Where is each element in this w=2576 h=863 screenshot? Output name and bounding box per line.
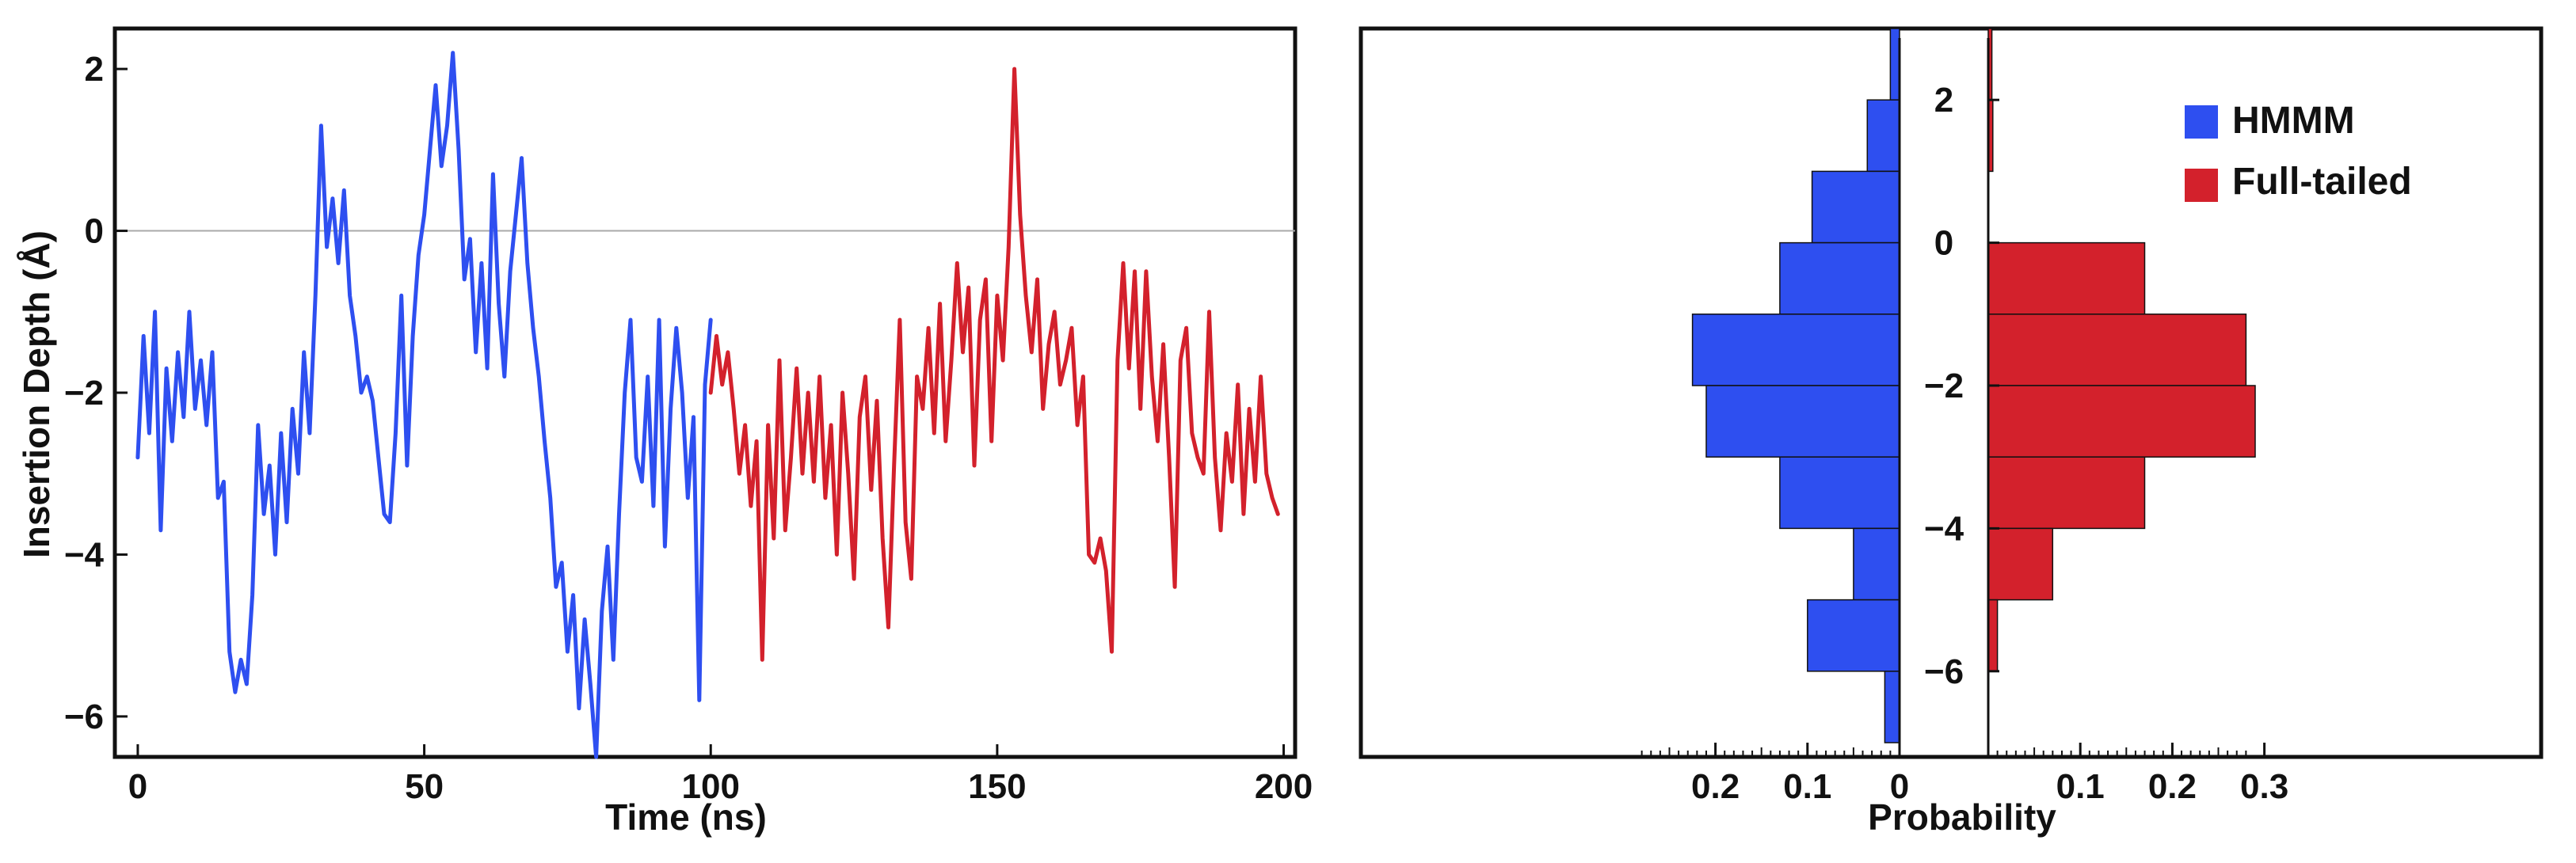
probability-axis-ticks: 0.2 0.1 0 0.1 0.2 0.3 xyxy=(1640,743,2288,806)
probability-tick-label: 0 xyxy=(1890,767,1909,806)
y-axis-label: Insertion Depth (Å) xyxy=(16,230,57,558)
y-tick-label: −4 xyxy=(64,535,105,574)
histogram-bar-hmmm xyxy=(1866,99,1900,173)
probability-axis-label: Probability xyxy=(1868,796,2056,838)
histogram-panel: 0.2 0.1 0 0.1 0.2 0.3 2 0 −2 −4 −6 Probability HM… xyxy=(1358,26,2544,838)
y-tick-label: 0 xyxy=(85,212,104,251)
histogram-frame xyxy=(1358,26,2544,759)
insertion-depth-ticks: 2 0 −2 −4 −6 xyxy=(1924,81,1999,691)
histogram-bar-hmmm xyxy=(1853,527,1900,601)
histogram-bar-full-tailed xyxy=(1987,599,1999,672)
x-axis-label: Time (ns) xyxy=(605,796,767,838)
probability-tick-label: 0.3 xyxy=(2240,767,2288,806)
histogram-bar-hmmm xyxy=(1811,170,1900,244)
y-tick-label: 2 xyxy=(85,50,104,89)
series-line-0 xyxy=(135,51,713,759)
x-tick-label: 200 xyxy=(1255,767,1313,806)
histogram-bar-full-tailed xyxy=(1987,527,2054,601)
x-tick-label: 0 xyxy=(128,767,147,806)
legend-swatch-full-tailed xyxy=(2185,169,2218,202)
histogram-bar-hmmm xyxy=(1807,599,1900,672)
y-axis-ticks: −6 −4 −2 0 2 xyxy=(64,50,128,736)
histogram-bar-full-tailed xyxy=(1987,456,2146,530)
histogram-bars xyxy=(1691,28,2256,743)
time-series-panel: 0 50 100 150 200 −6 −4 −2 0 2 Time (ns) Insertio… xyxy=(16,26,1313,838)
y-tick-label: −6 xyxy=(64,698,104,736)
probability-tick-label: 0.2 xyxy=(1691,767,1740,806)
histogram-bar-full-tailed xyxy=(1987,385,2256,458)
depth-tick-label: −6 xyxy=(1924,652,1964,691)
legend-label-hmmm: HMMM xyxy=(2232,100,2355,142)
histogram-bar-hmmm xyxy=(1779,456,1900,530)
x-tick-label: 150 xyxy=(968,767,1026,806)
x-tick-label: 50 xyxy=(405,767,444,806)
probability-tick-label: 0.1 xyxy=(1783,767,1831,806)
histogram-bar-hmmm xyxy=(1779,241,1900,315)
x-axis-ticks: 0 50 100 150 200 xyxy=(128,744,1313,806)
legend: HMMM Full-tailed xyxy=(2185,100,2412,203)
histogram-bar-full-tailed xyxy=(1987,314,2247,386)
x-tick-label: 100 xyxy=(682,767,740,806)
histogram-bar-hmmm xyxy=(1889,28,1900,101)
depth-tick-label: 0 xyxy=(1934,224,1953,263)
probability-tick-label: 0.1 xyxy=(2056,767,2105,806)
y-tick-label: −2 xyxy=(64,374,104,412)
histogram-bar-hmmm xyxy=(1691,314,1900,386)
histogram-bar-hmmm xyxy=(1884,671,1900,743)
series-line-1 xyxy=(708,67,1280,662)
histogram-bar-hmmm xyxy=(1705,385,1900,458)
probability-tick-label: 0.2 xyxy=(2148,767,2197,806)
legend-label-full-tailed: Full-tailed xyxy=(2232,161,2412,203)
time-series-lines xyxy=(135,51,1280,759)
histogram-bar-full-tailed xyxy=(1987,241,2146,315)
depth-tick-label: −2 xyxy=(1924,367,1964,405)
legend-swatch-hmmm xyxy=(2185,105,2218,139)
depth-tick-label: −4 xyxy=(1924,509,1964,548)
depth-tick-label: 2 xyxy=(1934,81,1953,120)
